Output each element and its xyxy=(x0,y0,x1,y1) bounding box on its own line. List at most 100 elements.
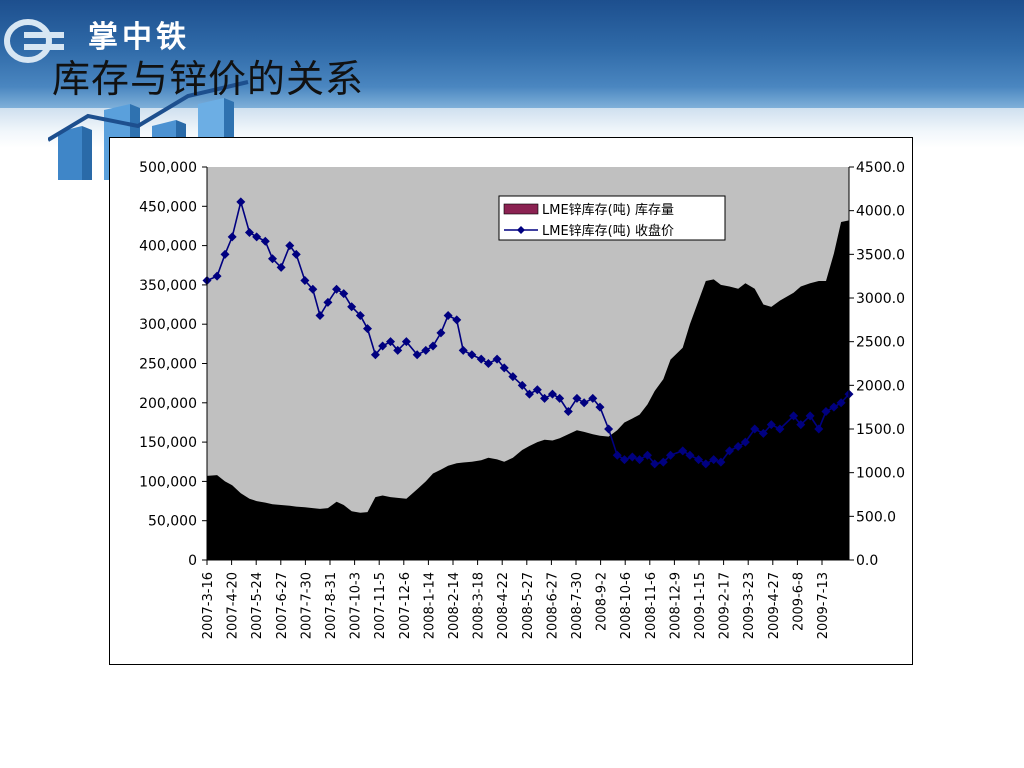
price-point xyxy=(789,411,799,421)
x-axis-tick-label: 2009-4-27 xyxy=(767,572,782,639)
price-point xyxy=(658,457,668,467)
price-point xyxy=(401,337,411,347)
left-axis-tick-label: 350,000 xyxy=(139,278,197,294)
price-point xyxy=(492,354,502,364)
right-axis-tick-label: 2500.0 xyxy=(856,335,905,351)
price-point xyxy=(452,315,462,325)
price-point xyxy=(540,393,550,403)
price-point xyxy=(796,420,806,430)
price-point xyxy=(421,345,431,355)
header-banner xyxy=(0,0,1024,108)
left-axis-tick-label: 400,000 xyxy=(139,239,197,255)
price-point xyxy=(355,310,365,320)
price-point xyxy=(821,407,831,417)
logo-icon xyxy=(4,19,64,63)
x-axis-tick-label: 2009-6-8 xyxy=(791,572,806,631)
chart-frame: 0 50,000 100,000 150,000 200,000 250,000 300,0… xyxy=(109,137,913,665)
price-point xyxy=(236,197,246,207)
x-axis-tick-label: 2008-2-14 xyxy=(447,572,462,639)
right-axis-tick-label: 1500.0 xyxy=(856,422,905,438)
price-point xyxy=(412,350,422,360)
price-point xyxy=(260,236,270,246)
x-axis-tick-label: 2007-10-3 xyxy=(349,572,364,639)
left-axis-tick-label: 50,000 xyxy=(148,514,197,530)
price-point xyxy=(572,393,582,403)
x-axis-tick-label: 2008-5-27 xyxy=(521,572,536,639)
x-axis-tick-label: 2007-3-16 xyxy=(201,572,216,639)
price-point xyxy=(555,393,565,403)
x-axis-tick-label: 2008-7-30 xyxy=(570,572,585,639)
right-axis-tick-label: 3000.0 xyxy=(856,291,905,307)
price-point xyxy=(694,455,704,465)
legend-box xyxy=(498,195,726,241)
x-axis-tick-label: 2007-7-30 xyxy=(299,572,314,639)
price-point xyxy=(508,372,518,382)
legend-label-area: LME锌库存(吨) 库存量 xyxy=(542,202,674,218)
x-axis-tick-label: 2008-6-27 xyxy=(545,572,560,639)
price-point xyxy=(285,241,295,251)
legend: LME锌库存(吨) 库存量 LME锌库存(吨) 收盘价 xyxy=(498,195,726,241)
x-axis-tick-label: 2007-12-6 xyxy=(398,572,413,639)
price-point xyxy=(563,407,573,417)
price-point xyxy=(308,284,318,294)
x-axis-tick-label: 2009-3-23 xyxy=(742,572,757,639)
price-point xyxy=(363,324,372,334)
price-point xyxy=(347,302,357,312)
price-point xyxy=(339,289,349,299)
price-point xyxy=(642,450,652,460)
price-point xyxy=(252,232,262,242)
price-point xyxy=(775,424,785,434)
price-point xyxy=(212,271,222,281)
axes-layer: 0 50,000 100,000 150,000 200,000 250,000 300,0… xyxy=(139,160,905,639)
price-point xyxy=(436,328,446,338)
price-point xyxy=(650,459,660,469)
x-axis-tick-label: 2007-4-20 xyxy=(226,572,241,639)
price-point xyxy=(476,354,486,364)
price-point xyxy=(805,411,815,421)
price-point xyxy=(524,389,534,399)
area-layer xyxy=(207,220,849,560)
price-point xyxy=(483,359,493,368)
chart: 0 50,000 100,000 150,000 200,000 250,000 300,0… xyxy=(139,160,905,639)
left-axis-tick-label: 0 xyxy=(188,553,197,569)
price-point xyxy=(458,345,468,355)
price-point xyxy=(814,424,824,434)
left-axis-tick-label: 200,000 xyxy=(139,396,197,412)
x-axis-tick-label: 2007-5-24 xyxy=(250,572,265,639)
x-axis-tick-label: 2007-6-27 xyxy=(275,572,290,639)
x-axis-tick-label: 2008-4-22 xyxy=(496,572,511,639)
left-axis-tick-label: 300,000 xyxy=(139,317,197,333)
inventory-area-series xyxy=(207,220,849,560)
price-point xyxy=(612,450,622,460)
price-point xyxy=(678,446,688,456)
right-axis-tick-label: 1000.0 xyxy=(856,466,905,482)
x-axis-tick-label: 2008-1-14 xyxy=(422,572,437,639)
price-point xyxy=(619,455,629,465)
price-point xyxy=(267,254,277,264)
price-point xyxy=(499,363,509,373)
right-axis-tick-label: 2000.0 xyxy=(856,378,905,394)
brand-name: 掌中铁 xyxy=(88,20,190,55)
x-axis-tick-label: 2008-11-6 xyxy=(644,572,659,639)
price-point xyxy=(300,276,310,286)
page-title: 库存与锌价的关系 xyxy=(52,57,365,101)
price-point xyxy=(740,437,750,447)
x-axis-tick-label: 2008-9-2 xyxy=(595,572,610,631)
legend-swatch-area xyxy=(503,203,539,215)
price-point xyxy=(315,310,325,320)
price-point xyxy=(588,393,598,403)
price-point xyxy=(635,455,645,465)
price-point xyxy=(829,402,839,412)
price-point xyxy=(227,232,237,242)
price-point xyxy=(323,297,333,307)
price-point xyxy=(627,452,637,462)
left-axis-tick-label: 250,000 xyxy=(139,357,197,373)
x-axis-tick-label: 2007-8-31 xyxy=(324,572,339,639)
price-point xyxy=(220,249,230,259)
x-axis-tick-label: 2008-3-18 xyxy=(472,572,487,639)
price-point xyxy=(386,337,396,347)
right-axis-tick-label: 500.0 xyxy=(856,509,896,525)
price-point xyxy=(595,402,605,412)
legend-label-line: LME锌库存(吨) 收盘价 xyxy=(542,223,674,239)
right-axis-tick-label: 0.0 xyxy=(856,553,878,569)
